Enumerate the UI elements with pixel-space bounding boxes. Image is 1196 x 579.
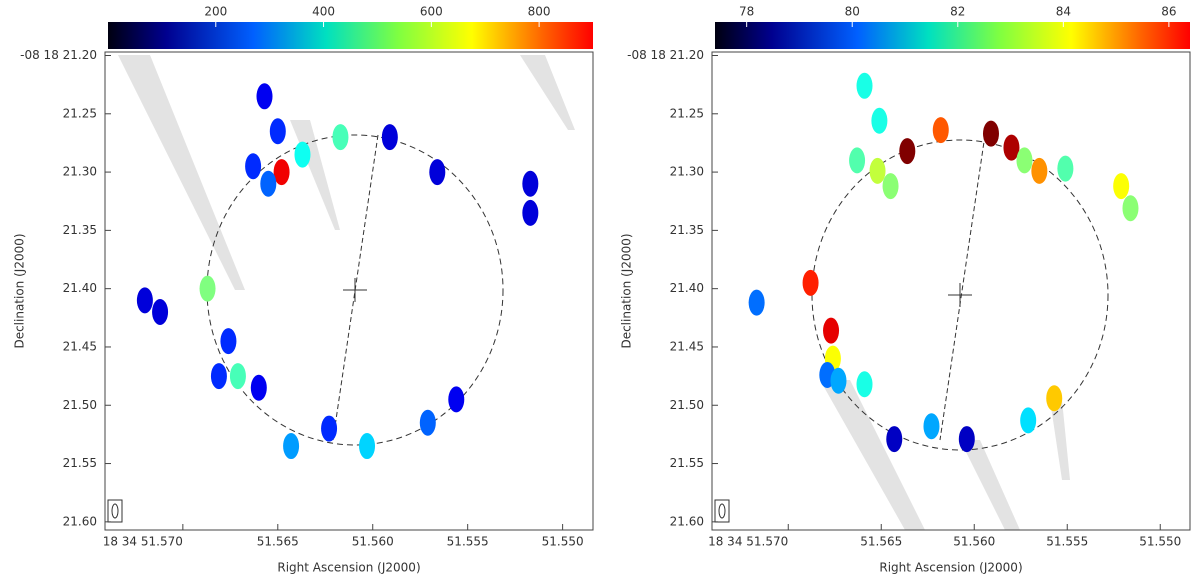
- maser-spot: [823, 318, 839, 344]
- maser-spot: [230, 363, 246, 389]
- maser-spot: [1113, 173, 1129, 199]
- y-tick-label: 21.40: [670, 281, 704, 295]
- maser-spot: [137, 287, 153, 313]
- x-tick-label: 51.555: [1046, 535, 1088, 549]
- maser-spot: [923, 413, 939, 439]
- colorbar-tick-label: 800: [528, 5, 551, 19]
- x-axis-title: Right Ascension (J2000): [879, 561, 1022, 575]
- y-axis-title: Declination (J2000): [13, 233, 27, 348]
- colorbar: [715, 22, 1190, 49]
- maser-spot: [871, 108, 887, 134]
- colorbar: [108, 22, 593, 49]
- maser-spot: [830, 368, 846, 394]
- x-tick-label: 51.560: [953, 535, 995, 549]
- maser-spot: [1031, 158, 1047, 184]
- maser-spot: [803, 270, 819, 296]
- x-axis-title: Right Ascension (J2000): [277, 561, 420, 575]
- x-tick-label: 51.565: [860, 535, 902, 549]
- y-tick-label: 21.50: [63, 398, 97, 412]
- x-tick-label: 18 34 51.570: [708, 535, 788, 549]
- maser-spot: [429, 159, 445, 185]
- maser-spot: [899, 138, 915, 164]
- maser-spot: [857, 73, 873, 99]
- maser-spot: [983, 121, 999, 147]
- colorbar-tick-label: 600: [420, 5, 443, 19]
- x-tick-label: 51.550: [1139, 535, 1181, 549]
- colorbar-tick-label: 84: [1056, 5, 1071, 19]
- y-tick-label: 21.50: [670, 398, 704, 412]
- plot-frame: [712, 52, 1190, 530]
- maser-spot: [283, 433, 299, 459]
- x-tick-label: 18 34 51.570: [103, 535, 183, 549]
- maser-spot: [332, 124, 348, 150]
- colorbar-tick-label: 82: [950, 5, 965, 19]
- maser-spot: [933, 117, 949, 143]
- y-tick-label: 21.45: [63, 339, 97, 353]
- maser-spot: [321, 416, 337, 442]
- y-axis-title: Declination (J2000): [620, 233, 634, 348]
- y-tick-label: 21.45: [670, 339, 704, 353]
- maser-spot: [448, 386, 464, 412]
- maser-spot: [245, 153, 261, 179]
- maser-spot: [1122, 195, 1138, 221]
- right-overlay: [715, 135, 1108, 522]
- y-tick-label: 21.55: [670, 456, 704, 470]
- maser-spot: [294, 142, 310, 168]
- maser-spot: [1046, 385, 1062, 411]
- streaks: [118, 55, 1070, 530]
- y-tick-label: 21.55: [63, 456, 97, 470]
- maser-spot: [1020, 407, 1036, 433]
- y-tick-label: -08 18 21.20: [627, 48, 704, 62]
- y-tick-label: 21.35: [63, 223, 97, 237]
- y-tick-label: 21.40: [63, 281, 97, 295]
- y-tick-label: 21.25: [670, 106, 704, 120]
- colorbar-tick-label: 80: [845, 5, 860, 19]
- left-overlay: [108, 135, 503, 522]
- maser-spot: [270, 118, 286, 144]
- x-tick-label: 51.555: [447, 535, 489, 549]
- maser-spot: [251, 375, 267, 401]
- maser-spot: [749, 290, 765, 316]
- x-tick-label: 51.560: [352, 535, 394, 549]
- maser-spot: [200, 276, 216, 302]
- y-tick-label: 21.60: [670, 514, 704, 528]
- colorbar-tick-label: 200: [204, 5, 227, 19]
- maser-spot: [522, 171, 538, 197]
- maser-spot: [883, 173, 899, 199]
- maser-spot: [220, 328, 236, 354]
- maser-spot: [257, 83, 273, 109]
- maser-spot: [959, 426, 975, 452]
- maser-spot: [870, 158, 886, 184]
- maser-spot: [211, 363, 227, 389]
- maser-spot: [1057, 156, 1073, 182]
- colorbar-tick-label: 78: [739, 5, 754, 19]
- maser-spot: [382, 124, 398, 150]
- maser-spot: [260, 171, 276, 197]
- y-tick-label: -08 18 21.20: [20, 48, 97, 62]
- maser-spot: [1016, 147, 1032, 173]
- maser-spot: [359, 433, 375, 459]
- maser-spot: [886, 426, 902, 452]
- maser-spot: [420, 410, 436, 436]
- maser-spot: [522, 200, 538, 226]
- x-tick-label: 51.550: [542, 535, 584, 549]
- y-tick-label: 21.30: [63, 165, 97, 179]
- colorbar-tick-label: 86: [1161, 5, 1176, 19]
- maser-spot: [849, 147, 865, 173]
- maser-spot: [857, 371, 873, 397]
- x-tick-label: 51.565: [257, 535, 299, 549]
- plot-frame: [105, 52, 593, 530]
- figure: 18 34 51.570 51.565 51.560 51.555 51.550 -08 …: [0, 0, 1196, 579]
- y-tick-label: 21.60: [63, 514, 97, 528]
- y-tick-label: 21.35: [670, 223, 704, 237]
- colorbar-tick-label: 400: [312, 5, 335, 19]
- y-tick-label: 21.30: [670, 165, 704, 179]
- y-tick-label: 21.25: [63, 106, 97, 120]
- maser-spot: [152, 299, 168, 325]
